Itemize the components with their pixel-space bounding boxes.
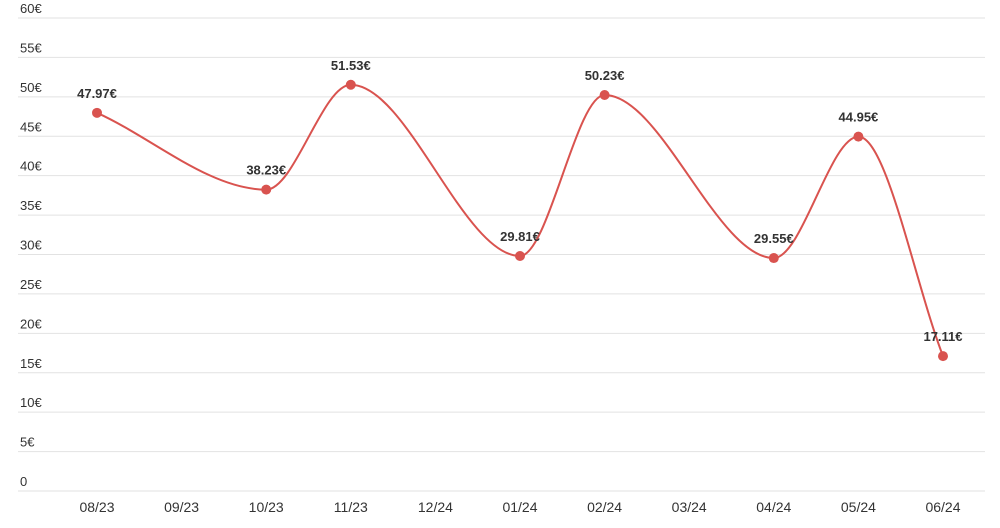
data-label: 51.53€ bbox=[331, 58, 371, 73]
x-tick-label: 03/24 bbox=[672, 499, 707, 515]
x-tick-label: 05/24 bbox=[841, 499, 876, 515]
data-label: 47.97€ bbox=[77, 86, 117, 101]
x-tick-label: 12/24 bbox=[418, 499, 453, 515]
y-axis-tick-labels: 0 5€ 10€ 15€ 20€ 25€ 30€ 35€ 40€ 45€ 50€ 55€ 60€ bbox=[20, 1, 42, 489]
data-point bbox=[515, 250, 525, 261]
x-tick-label: 02/24 bbox=[587, 499, 622, 515]
data-point bbox=[938, 351, 948, 362]
data-point bbox=[261, 184, 272, 195]
data-point bbox=[345, 79, 356, 90]
y-tick-label: 10€ bbox=[20, 395, 42, 410]
x-tick-label: 08/23 bbox=[79, 499, 114, 515]
data-labels: 47.97€ 38.23€ 51.53€ 29.81€ 50.23€ 29.55€ 44.9… bbox=[77, 58, 962, 344]
y-tick-label: 40€ bbox=[20, 159, 42, 174]
y-tick-label: 35€ bbox=[20, 198, 42, 213]
y-tick-label: 15€ bbox=[20, 356, 42, 371]
x-tick-label: 06/24 bbox=[925, 499, 960, 515]
data-point bbox=[599, 90, 610, 101]
data-label: 17.11€ bbox=[923, 329, 962, 344]
data-points bbox=[92, 79, 948, 362]
x-tick-label: 11/23 bbox=[334, 499, 368, 515]
series-line bbox=[96, 83, 944, 357]
x-tick-label: 01/24 bbox=[502, 499, 537, 515]
y-tick-label: 5€ bbox=[20, 435, 35, 450]
y-tick-label: 25€ bbox=[20, 277, 42, 292]
y-tick-label: 20€ bbox=[20, 316, 42, 331]
y-tick-label: 55€ bbox=[20, 40, 42, 55]
y-tick-label: 30€ bbox=[20, 238, 42, 253]
y-tick-label: 0 bbox=[20, 474, 27, 489]
x-axis-tick-labels: 08/23 09/23 10/23 11/23 12/24 01/24 02/24 03/24… bbox=[79, 499, 960, 515]
data-point bbox=[92, 107, 102, 118]
data-point bbox=[768, 253, 779, 264]
y-tick-label: 60€ bbox=[20, 1, 42, 16]
grid-lines bbox=[18, 17, 985, 492]
x-tick-label: 04/24 bbox=[756, 499, 791, 515]
data-label: 29.55€ bbox=[754, 231, 794, 246]
data-label: 44.95€ bbox=[839, 110, 879, 125]
y-tick-label: 45€ bbox=[20, 119, 42, 134]
data-label: 29.81€ bbox=[500, 229, 540, 244]
y-tick-label: 50€ bbox=[20, 80, 42, 95]
data-label: 38.23€ bbox=[246, 163, 286, 178]
data-point bbox=[853, 131, 864, 142]
x-tick-label: 10/23 bbox=[249, 499, 284, 515]
data-label: 50.23€ bbox=[585, 68, 625, 83]
x-tick-label: 09/23 bbox=[164, 499, 199, 515]
